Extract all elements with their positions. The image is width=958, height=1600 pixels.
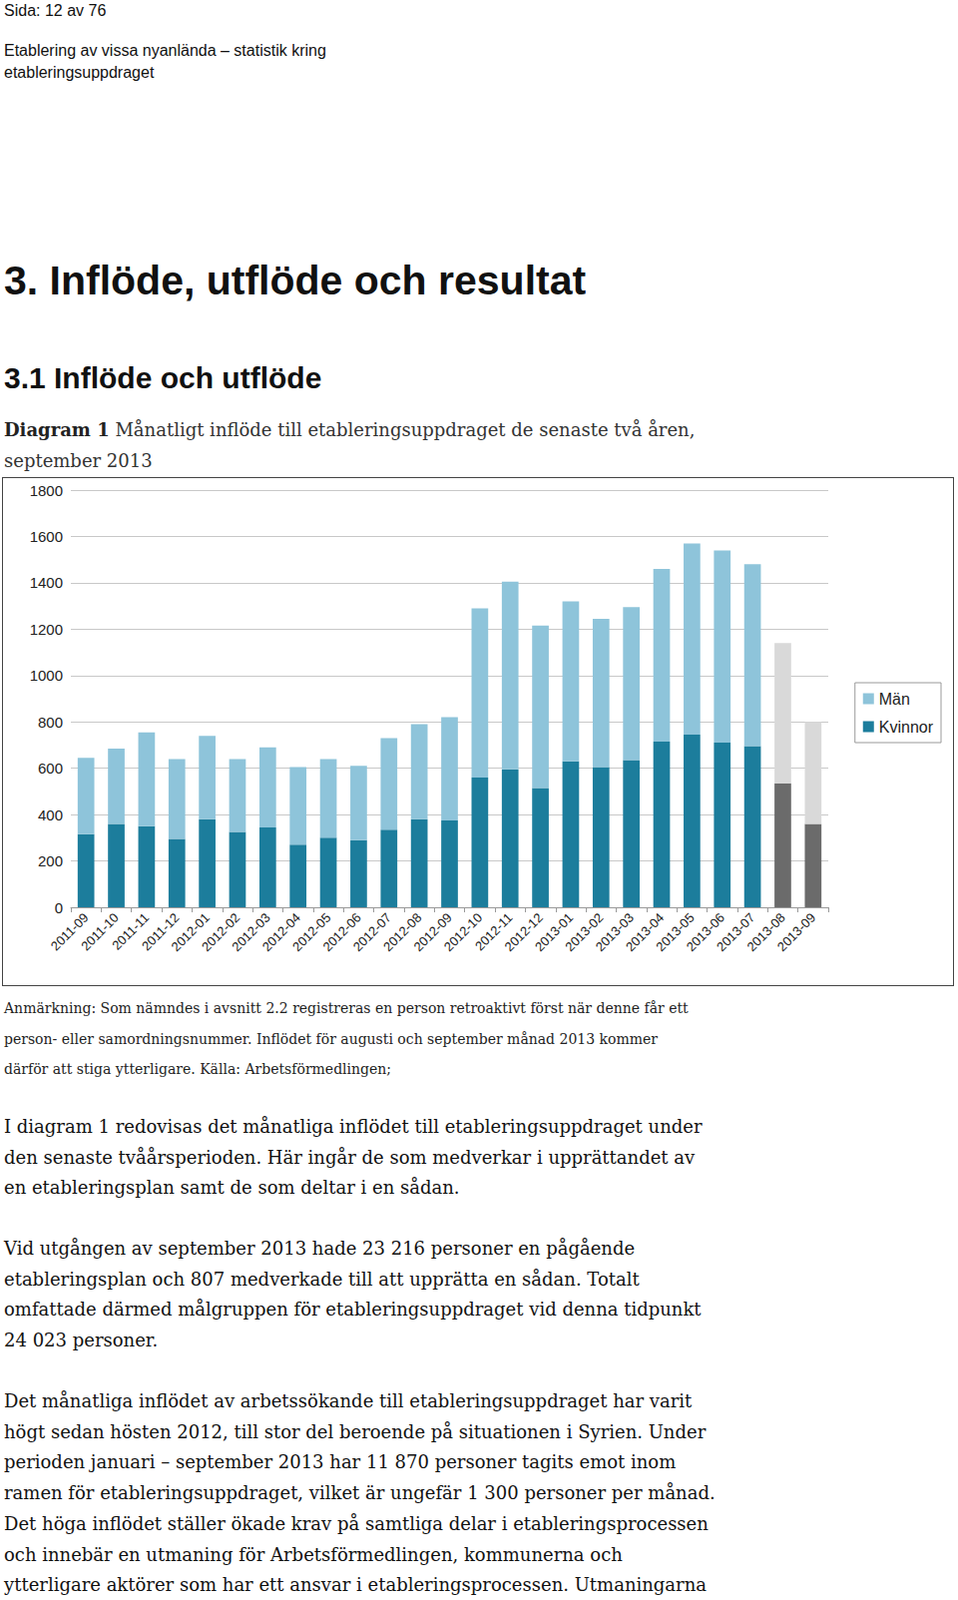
svg-text:2013-01: 2013-01 [531, 909, 576, 955]
html-text:person- eller samordningsnumme: person- eller samordningsnummer. Inflöde… [3, 1030, 658, 1047]
svg-text:2012-10: 2012-10 [440, 909, 486, 955]
svg-text:2012-06: 2012-06 [319, 909, 364, 955]
html-text:september 2013: september 2013 [3, 449, 153, 471]
html-text:därför att stiga ytterligare.: därför att stiga ytterligare. Källa: Arb… [3, 1060, 392, 1077]
html-text:3. Inflöde, utflöde och result: 3. Inflöde, utflöde och resultat [3, 257, 586, 304]
svg-text:1600: 1600 [29, 527, 63, 545]
svg-text:1000: 1000 [29, 666, 63, 684]
svg-text:1800: 1800 [29, 481, 63, 499]
svg-text:2013-04: 2013-04 [622, 909, 667, 955]
svg-text:2012-08: 2012-08 [380, 909, 425, 955]
svg-text:600: 600 [37, 759, 63, 777]
html-text:etableringsuppdraget: etableringsuppdraget [3, 63, 154, 81]
html-text:ytterligare aktörer som har et: ytterligare aktörer som har ett ansvar i… [3, 1573, 707, 1595]
svg-text:800: 800 [37, 713, 63, 731]
svg-text:1200: 1200 [29, 620, 63, 638]
svg-text:0: 0 [54, 899, 63, 917]
svg-text:2011-11: 2011-11 [109, 909, 152, 953]
svg-text:2013-07: 2013-07 [713, 909, 758, 955]
svg-text:2013-05: 2013-05 [653, 909, 698, 955]
html-text:perioden januari – september 2: perioden januari – september 2013 har 11… [3, 1451, 676, 1473]
html-text:och innebär en utmaning för Ar: och innebär en utmaning för Arbetsförmed… [3, 1543, 623, 1565]
svg-text:200: 200 [37, 852, 63, 870]
html-text:en etableringsplan samt de som: en etableringsplan samt de som deltar i … [3, 1176, 460, 1198]
svg-text:2013-08: 2013-08 [743, 909, 789, 955]
svg-text:2012-02: 2012-02 [198, 909, 243, 955]
html-text:Det månatliga inflödet av arbe: Det månatliga inflödet av arbetssökande … [3, 1390, 692, 1412]
html-text:ramen för etableringsuppdraget: ramen för etableringsuppdraget, vilket ä… [3, 1482, 716, 1503]
svg-text:2012-12: 2012-12 [501, 909, 546, 955]
svg-text:2012-01: 2012-01 [168, 909, 213, 955]
html-text:Anmärkning: Som nämndes i avsn: Anmärkning: Som nämndes i avsnitt 2.2 re… [3, 999, 689, 1016]
svg-text:2012-03: 2012-03 [228, 909, 274, 955]
html-text:den senaste tvåårsperioden. Hä: den senaste tvåårsperioden. Här ingår de… [3, 1146, 695, 1168]
svg-text:2013-06: 2013-06 [683, 909, 728, 955]
svg-text:2012-04: 2012-04 [259, 909, 304, 955]
svg-text:2011-10: 2011-10 [78, 909, 122, 954]
html-text:etableringsplan och 807 medver: etableringsplan och 807 medverkade till … [3, 1268, 640, 1290]
svg-text:2013-02: 2013-02 [562, 909, 607, 955]
svg-text:2012-09: 2012-09 [410, 909, 455, 955]
svg-text:400: 400 [37, 806, 63, 824]
svg-text:2013-03: 2013-03 [592, 909, 637, 955]
html-text:högt sedan hösten 2012, till s: högt sedan hösten 2012, till stor del be… [3, 1420, 706, 1442]
html-text:I diagram 1 redovisas det måna: I diagram 1 redovisas det månatliga infl… [3, 1115, 703, 1137]
html-text:3.1 Inflöde och utflöde: 3.1 Inflöde och utflöde [3, 361, 322, 395]
svg-text:2011-12: 2011-12 [138, 909, 183, 954]
html-text:omfattade därmed målgruppen fö: omfattade därmed målgruppen för etableri… [3, 1298, 702, 1320]
svg-text:2012-05: 2012-05 [289, 909, 334, 955]
html-text:Diagram 1 Månatligt inflöde ti: Diagram 1 Månatligt inflöde till etabler… [3, 419, 695, 441]
svg-text:2011-09: 2011-09 [47, 909, 92, 954]
html-text:Det höga inflödet ställer ökad: Det höga inflödet ställer ökade krav på … [3, 1512, 709, 1534]
svg-text:2012-07: 2012-07 [350, 909, 395, 955]
html-text:24 023 personer.: 24 023 personer. [3, 1329, 158, 1351]
svg-text:Män: Män [879, 690, 911, 708]
svg-text:2012-11: 2012-11 [471, 909, 516, 954]
svg-text:2013-09: 2013-09 [774, 910, 819, 955]
html-text:Sida: 12 av 76: Sida: 12 av 76 [3, 1, 107, 19]
html-text:Vid utgången av september 2013: Vid utgången av september 2013 hade 23 2… [3, 1237, 635, 1259]
svg-text:1400: 1400 [29, 573, 63, 591]
svg-text:Kvinnor: Kvinnor [879, 718, 935, 736]
html-text:Etablering av vissa nyanlända: Etablering av vissa nyanlända – statisti… [3, 41, 327, 59]
